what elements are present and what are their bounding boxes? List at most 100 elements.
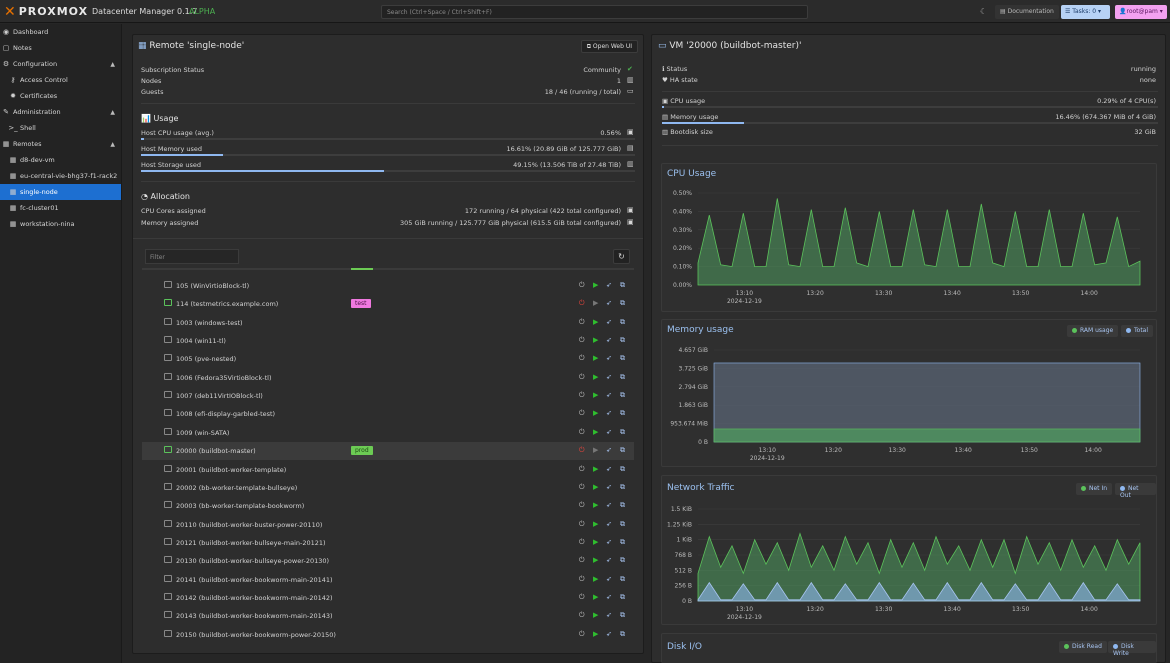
migrate-icon[interactable]: ➶ [606,611,612,620]
open-external-icon[interactable]: ⧉ [620,574,625,583]
guest-row[interactable]: 20141 (buildbot-worker-bookworm-main-201… [142,571,634,589]
guest-row[interactable]: 1006 (Fedora35VirtioBlock-tl) ⏻ ▶ ➶ ⧉ [142,369,634,387]
tasks-button[interactable]: ☰ Tasks: 0 ▾ [1061,5,1110,19]
sidebar-item[interactable]: ◉ Dashboard [0,24,121,40]
shutdown-icon[interactable]: ⏻ [579,611,585,620]
migrate-icon[interactable]: ➶ [606,299,612,308]
start-icon[interactable]: ▶ [593,611,599,620]
migrate-icon[interactable]: ➶ [606,281,612,289]
start-icon[interactable]: ▶ [593,501,599,510]
shutdown-icon[interactable]: ⏻ [579,409,585,418]
collapse-icon[interactable]: ▲ [110,140,115,148]
start-icon[interactable]: ▶ [593,427,599,436]
start-icon[interactable]: ▶ [593,574,599,583]
shutdown-icon[interactable]: ⏻ [579,317,585,326]
start-icon[interactable]: ▶ [593,281,599,289]
legend-disk-read[interactable]: Disk Read [1059,641,1107,653]
migrate-icon[interactable]: ➶ [606,372,612,381]
open-external-icon[interactable]: ⧉ [620,611,625,620]
open-external-icon[interactable]: ⧉ [620,446,625,455]
sidebar-item[interactable]: ▦ Remotes ▲ [0,136,121,152]
collapse-icon[interactable]: ▲ [110,108,115,116]
shutdown-icon[interactable]: ⏻ [579,537,585,546]
start-icon[interactable]: ▶ [593,409,599,418]
migrate-icon[interactable]: ➶ [606,556,612,565]
shutdown-icon[interactable]: ⏻ [579,556,585,565]
guest-row[interactable]: 1005 (pve-nested) ⏻ ▶ ➶ ⧉ [142,350,634,368]
guest-row[interactable]: 1009 (win-SATA) ⏻ ▶ ➶ ⧉ [142,424,634,442]
guest-row[interactable]: 20150 (buildbot-worker-bookworm-power-20… [142,626,634,644]
legend-net-in[interactable]: Net In [1076,483,1113,495]
guest-row[interactable]: 20001 (buildbot-worker-template) ⏻ ▶ ➶ ⧉ [142,461,634,479]
open-external-icon[interactable]: ⧉ [620,409,625,418]
open-external-icon[interactable]: ⧉ [620,464,625,473]
shutdown-icon[interactable]: ⏻ [579,391,585,400]
open-external-icon[interactable]: ⧉ [620,299,625,308]
open-external-icon[interactable]: ⧉ [620,629,625,638]
open-web-ui-button[interactable]: ⧉ Open Web UI [580,40,638,53]
migrate-icon[interactable]: ➶ [606,592,612,601]
start-icon[interactable]: ▶ [593,317,599,326]
shutdown-icon[interactable]: ⏻ [579,501,585,510]
shutdown-icon[interactable]: ⏻ [579,446,585,455]
tag-badge[interactable]: prod [351,446,373,456]
shutdown-icon[interactable]: ⏻ [579,281,585,289]
start-icon[interactable]: ▶ [593,372,599,381]
documentation-button[interactable]: ▤ Documentation [995,5,1059,19]
proxmox-logo[interactable]: ✕ PROXMOX [4,4,88,20]
legend-disk-write[interactable]: Disk Write [1108,641,1156,657]
migrate-icon[interactable]: ➶ [606,317,612,326]
start-icon[interactable]: ▶ [593,556,599,565]
guest-row[interactable]: 20000 (buildbot-master) prod ⏻ ▶ ➶ ⧉ [142,442,634,461]
tag-badge[interactable]: test [351,299,371,309]
guest-row[interactable]: 114 (testmetrics.example.com) test ⏻ ▶ ➶… [142,295,634,313]
shutdown-icon[interactable]: ⏻ [579,354,585,363]
guest-row[interactable]: 1004 (win11-tl) ⏻ ▶ ➶ ⧉ [142,332,634,350]
legend-ram-usage[interactable]: RAM usage [1067,325,1119,337]
migrate-icon[interactable]: ➶ [606,629,612,638]
migrate-icon[interactable]: ➶ [606,427,612,436]
sidebar-item[interactable]: ✎ Administration ▲ [0,104,121,120]
legend-net-out[interactable]: Net Out [1115,483,1156,499]
open-external-icon[interactable]: ⧉ [620,354,625,363]
start-icon[interactable]: ▶ [593,446,599,455]
migrate-icon[interactable]: ➶ [606,391,612,400]
migrate-icon[interactable]: ➶ [606,501,612,510]
shutdown-icon[interactable]: ⏻ [579,592,585,601]
open-external-icon[interactable]: ⧉ [620,427,625,436]
start-icon[interactable]: ▶ [593,299,599,308]
guest-row[interactable]: 1007 (deb11VirtIOBlock-tl) ⏻ ▶ ➶ ⧉ [142,387,634,405]
shutdown-icon[interactable]: ⏻ [579,629,585,638]
shutdown-icon[interactable]: ⏻ [579,482,585,491]
open-external-icon[interactable]: ⧉ [620,537,625,546]
start-icon[interactable]: ▶ [593,482,599,491]
open-external-icon[interactable]: ⧉ [620,372,625,381]
shutdown-icon[interactable]: ⏻ [579,427,585,436]
sidebar-item[interactable]: ⚙ Configuration ▲ [0,56,121,72]
sidebar-item[interactable]: ✹ Certificates [0,88,121,104]
guest-row[interactable]: 20143 (buildbot-worker-bookworm-main-201… [142,607,634,625]
start-icon[interactable]: ▶ [593,464,599,473]
shutdown-icon[interactable]: ⏻ [579,336,585,345]
open-external-icon[interactable]: ⧉ [620,482,625,491]
sidebar-item[interactable]: ⚷ Access Control [0,72,121,88]
migrate-icon[interactable]: ➶ [606,519,612,528]
sidebar-item[interactable]: >_ Shell [0,120,121,136]
start-icon[interactable]: ▶ [593,592,599,601]
start-icon[interactable]: ▶ [593,354,599,363]
guest-row[interactable]: 20110 (buildbot-worker-buster-power-2011… [142,516,634,534]
guest-row[interactable]: 20142 (buildbot-worker-bookworm-main-201… [142,589,634,607]
open-external-icon[interactable]: ⧉ [620,519,625,528]
theme-toggle-icon[interactable]: ☾ [980,7,988,16]
migrate-icon[interactable]: ➶ [606,574,612,583]
search-input[interactable]: Search (Ctrl+Space / Ctrl+Shift+F) [381,5,808,19]
open-external-icon[interactable]: ⧉ [620,336,625,345]
guest-row[interactable]: 105 (WinVirtioBlock-tl) ⏻ ▶ ➶ ⧉ [142,277,634,295]
guest-row[interactable]: 20003 (bb-worker-template-bookworm) ⏻ ▶ … [142,497,634,515]
filter-input[interactable]: Filter [145,249,239,264]
open-external-icon[interactable]: ⧉ [620,391,625,400]
open-external-icon[interactable]: ⧉ [620,556,625,565]
shutdown-icon[interactable]: ⏻ [579,574,585,583]
migrate-icon[interactable]: ➶ [606,336,612,345]
start-icon[interactable]: ▶ [593,336,599,345]
